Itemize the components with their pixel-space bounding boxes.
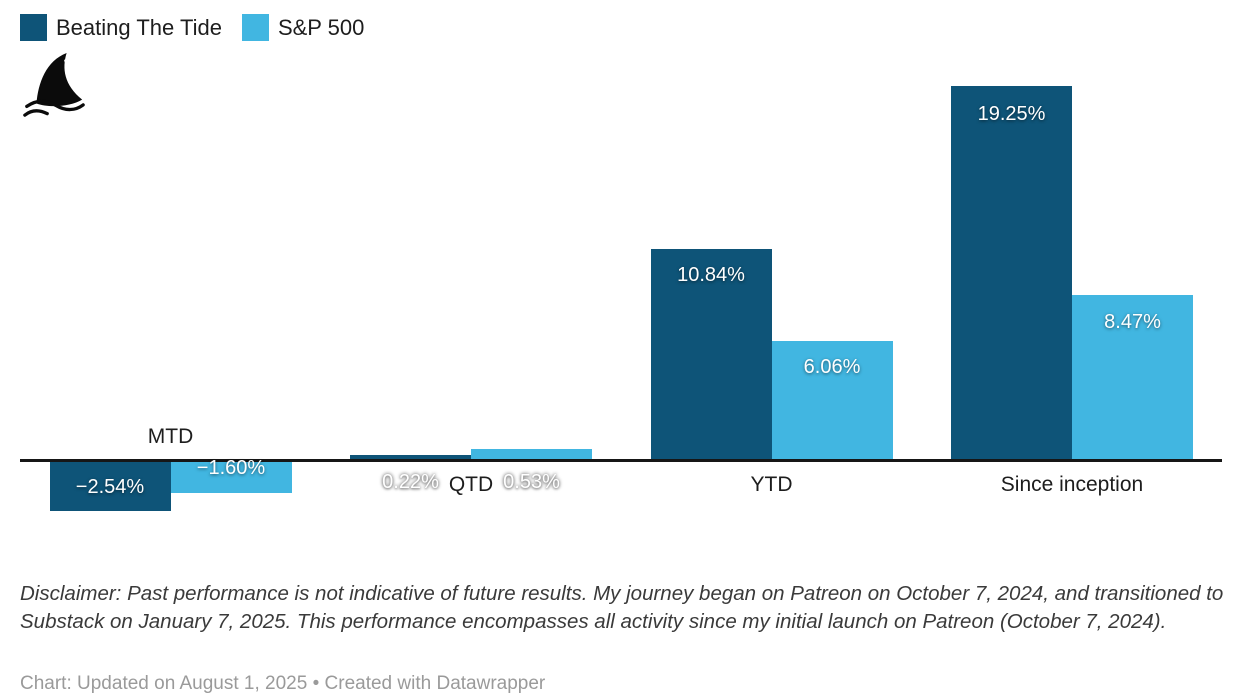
bar-value-label: 0.53% [503,471,560,493]
category-label-since-inception: Since inception [1000,473,1144,496]
disclaimer-text: Disclaimer: Past performance is not indi… [20,581,1224,634]
plot-area: −2.54% −1.60% MTD 0.22% 0.53% QTD 10.84% 6.06% Y… [20,86,1222,511]
bar-beating-the-tide-mtd [49,462,171,511]
legend: Beating The Tide S&P 500 [20,14,364,41]
bar-beating-the-tide-since-inception [951,86,1072,459]
bar-value-label: 10.84% [677,264,745,286]
category-label-qtd: QTD [448,473,494,496]
bar-s-p-500-mtd [170,462,292,493]
bar-value-label: 6.06% [803,356,861,378]
legend-swatch-dark [20,14,47,41]
bar-value-label: −1.60% [196,457,266,479]
chart-attribution: Chart: Updated on August 1, 2025 • Creat… [20,673,546,694]
zero-baseline-axis [20,459,1222,462]
shark-fin-logo-icon [23,52,85,117]
bar-value-label: 0.22% [382,471,439,493]
bar-value-label: 8.47% [1104,311,1161,333]
legend-item-beating-the-tide: Beating The Tide [20,14,222,41]
legend-swatch-light [241,14,269,41]
bar-s-p-500-qtd [471,449,592,459]
bar-beating-the-tide-ytd [650,249,772,459]
bar-beating-the-tide-qtd [350,455,471,459]
category-label-ytd: YTD [750,473,793,496]
bar-value-label: 19.25% [977,103,1046,125]
legend-item-sp500: S&P 500 [241,14,365,41]
bar-s-p-500-ytd [771,341,893,459]
category-label-mtd: MTD [147,425,194,448]
legend-label: Beating The Tide [56,14,222,40]
bar-s-p-500-since-inception [1072,295,1193,459]
legend-label: S&P 500 [277,14,365,40]
bar-value-label: −2.54% [75,476,145,498]
